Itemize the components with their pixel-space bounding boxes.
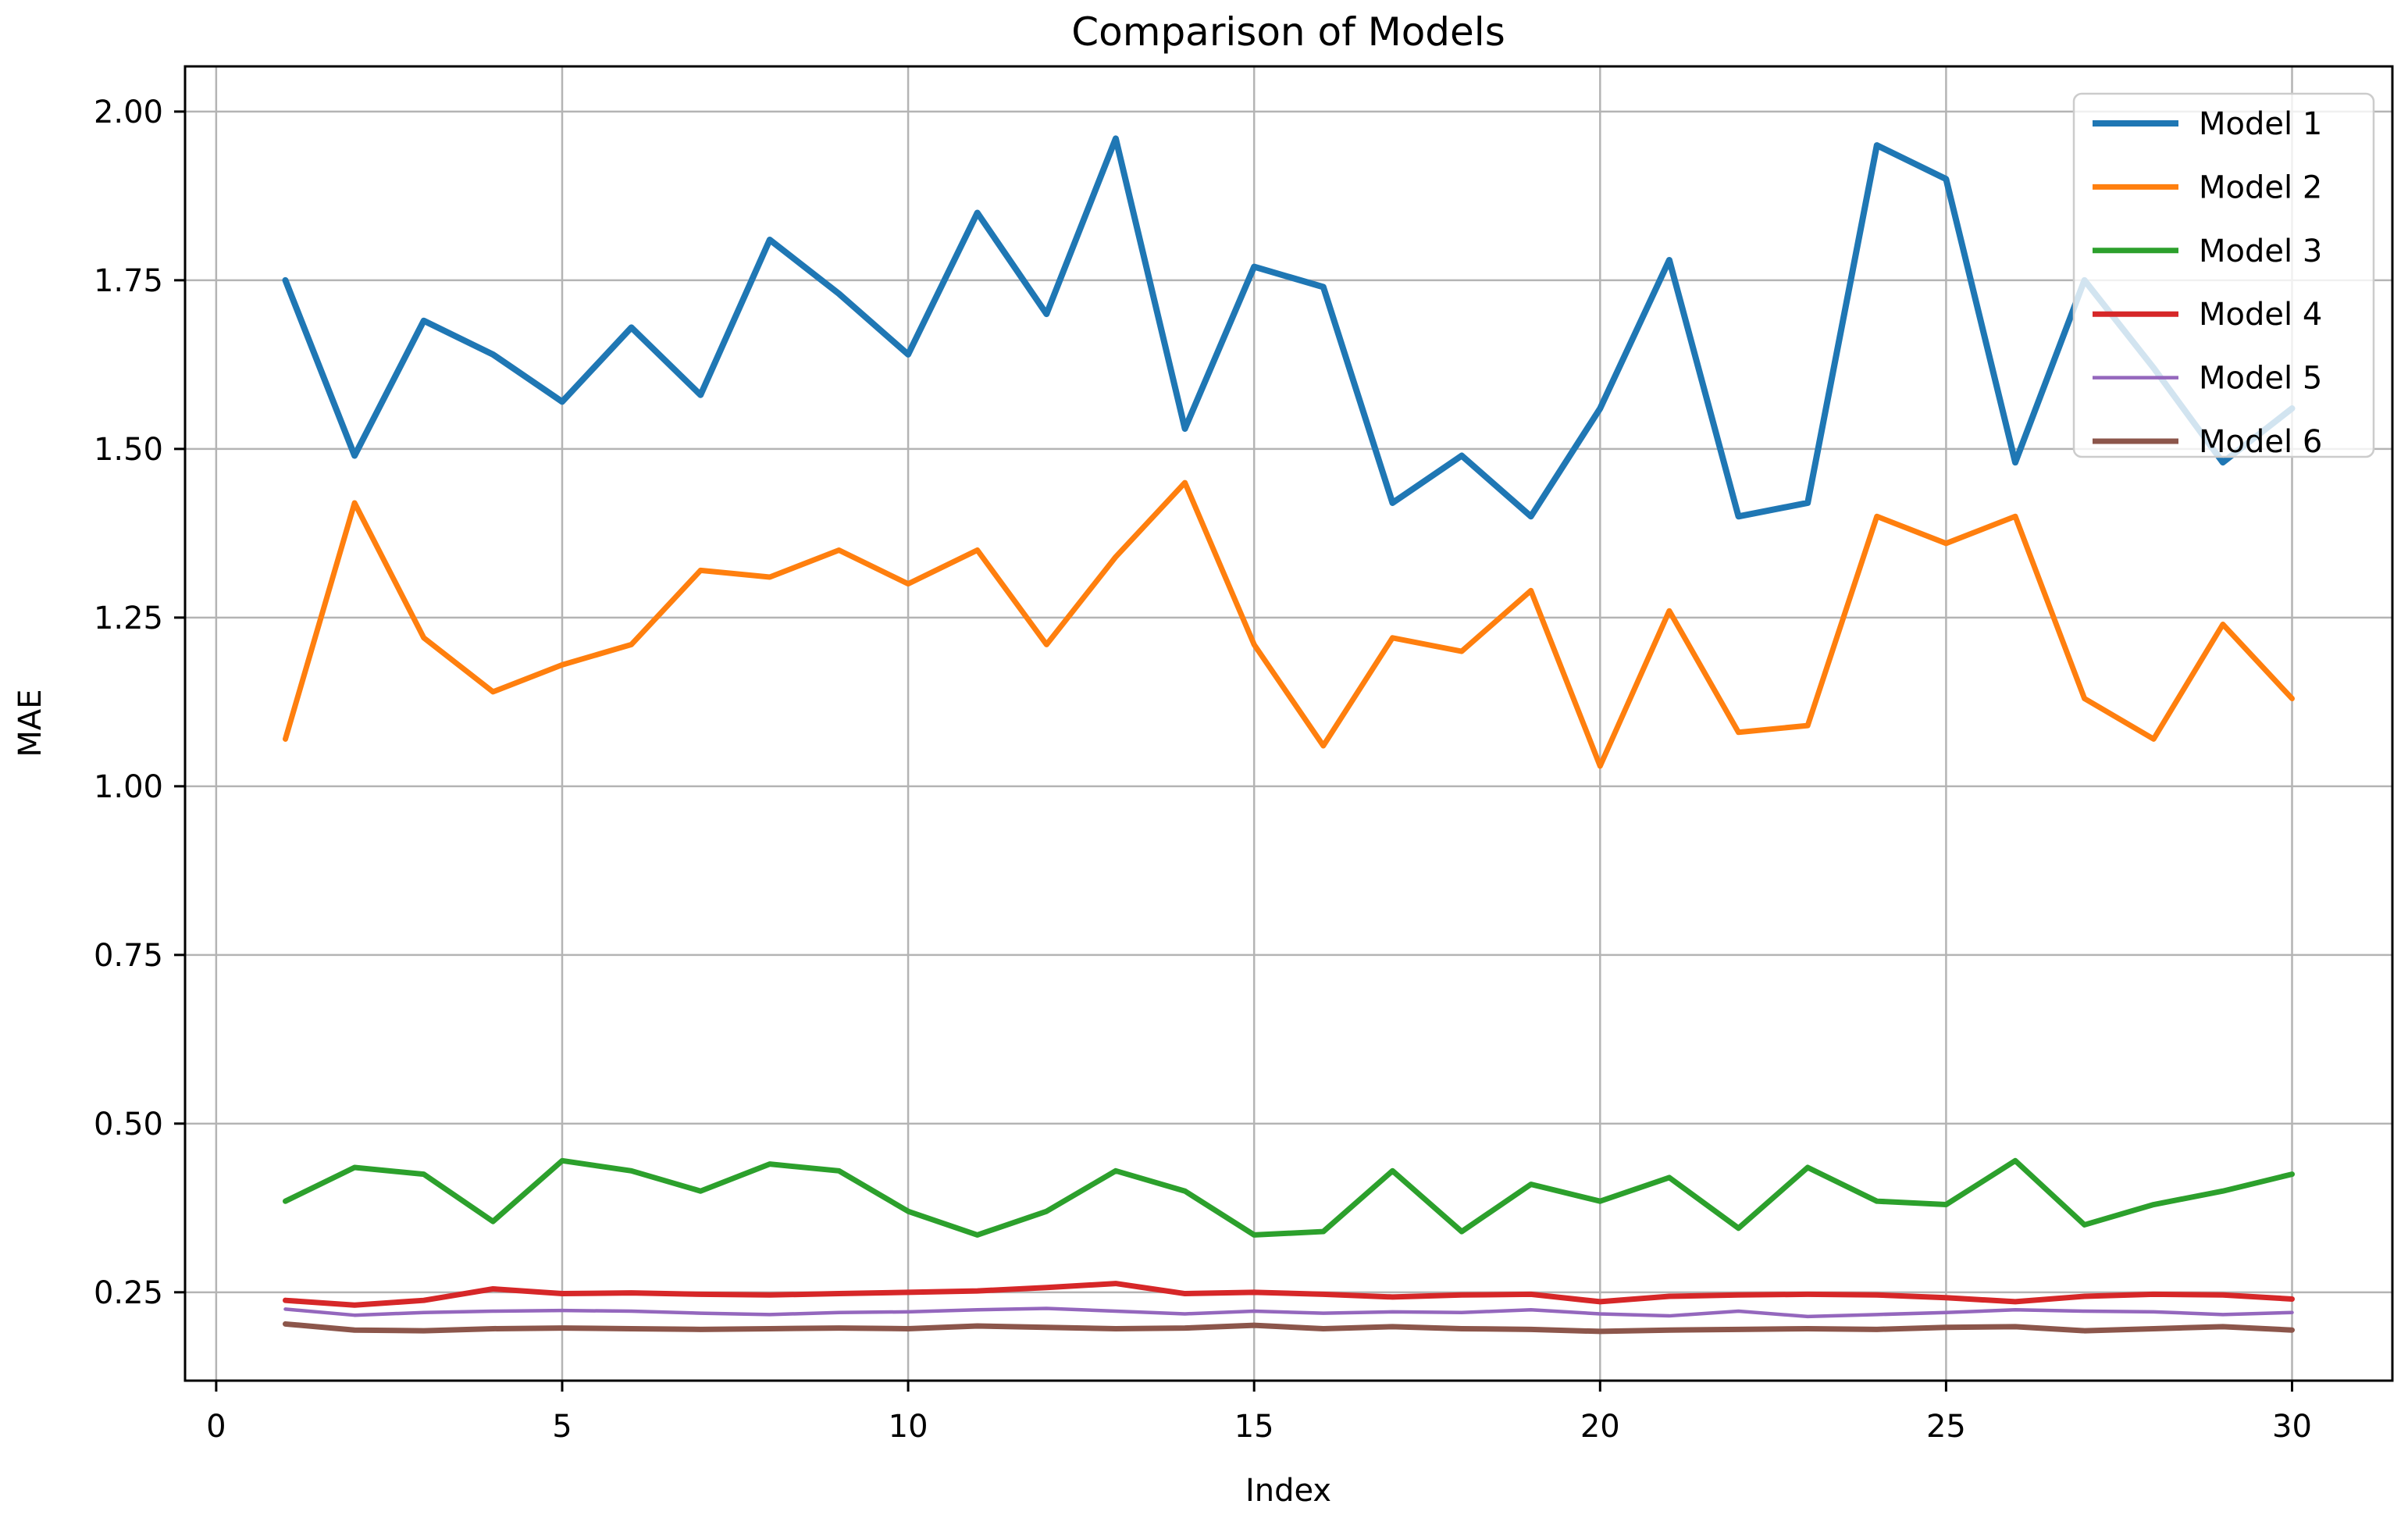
series-line-model-2: [283, 479, 2295, 769]
legend-label-6: Model 6: [2199, 424, 2322, 460]
legend-label-1: Model 1: [2199, 106, 2322, 142]
x-tick-label: 15: [1234, 1409, 1274, 1445]
series-lines: [282, 135, 2296, 1335]
legend-frame: [2072, 92, 2375, 458]
x-tick-label: 5: [552, 1409, 572, 1445]
series-line-model-1: [282, 135, 2296, 520]
y-tick-label: 1.25: [94, 601, 163, 636]
x-tick-label: 25: [1926, 1409, 1966, 1445]
x-axis-label: Index: [1245, 1473, 1331, 1509]
legend-label-3: Model 3: [2199, 233, 2322, 269]
y-tick-label: 1.00: [94, 769, 163, 805]
x-tick-label: 30: [2272, 1409, 2312, 1445]
x-tick-label: 0: [206, 1409, 226, 1445]
y-tick-label: 2.00: [94, 94, 163, 130]
chart-title: Comparison of Models: [1071, 9, 1505, 55]
y-tick-label: 1.50: [94, 432, 163, 468]
y-tick-label: 0.75: [94, 938, 163, 974]
legend-label-4: Model 4: [2199, 297, 2322, 333]
series-line-model-6: [283, 1321, 2295, 1335]
y-axis-label: MAE: [12, 689, 48, 757]
y-tick-label: 0.50: [94, 1107, 163, 1142]
series-line-model-4: [283, 1281, 2295, 1308]
legend-label-5: Model 5: [2199, 361, 2322, 397]
tick-labels: 0 5 10 15 20 25 30 0.25 0.50 0.75 1.00 1.25 1.50 1.75…: [94, 94, 2312, 1445]
axis-ticks: [174, 110, 2293, 1392]
grid-lines: [185, 66, 2392, 1381]
series-line-model-3: [283, 1157, 2295, 1238]
x-tick-label: 10: [889, 1409, 928, 1445]
plot-border: [183, 65, 2394, 1382]
series-line-model-5: [283, 1306, 2294, 1319]
legend-label-2: Model 2: [2199, 169, 2322, 205]
y-tick-label: 0.25: [94, 1275, 163, 1311]
legend: Model 1 Model 2 Model 3 Model 4 Model 5 Model…: [2072, 92, 2375, 460]
y-tick-label: 1.75: [94, 263, 163, 299]
x-tick-label: 20: [1580, 1409, 1620, 1445]
